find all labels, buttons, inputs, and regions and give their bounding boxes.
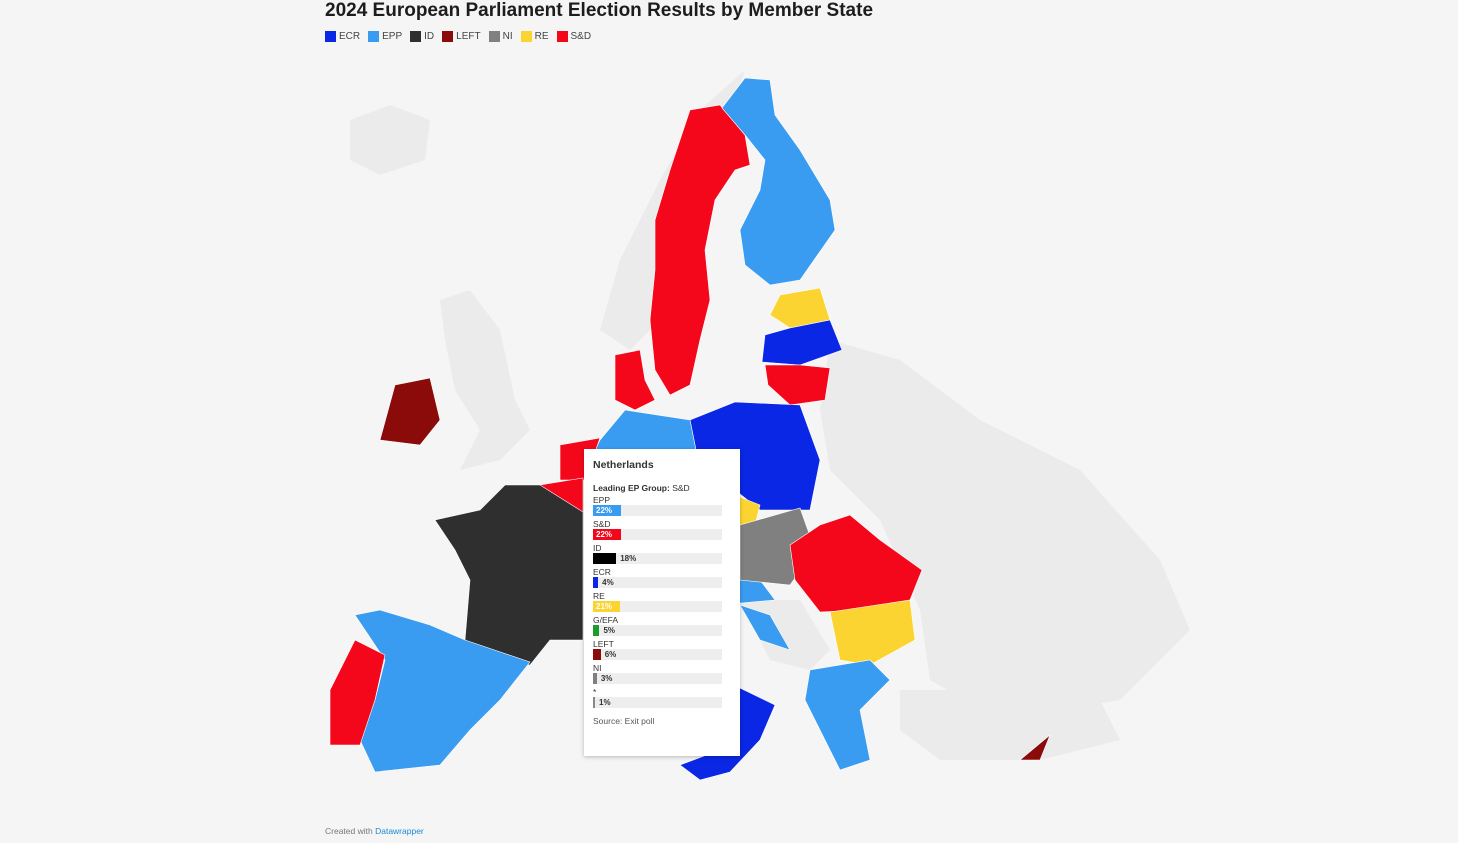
tooltip: Netherlands Leading EP Group: S&D EPP 22%… [584, 449, 740, 756]
lead-value: S&D [672, 483, 690, 493]
legend-item-left: LEFT [442, 31, 481, 42]
bar-value: 6% [604, 650, 617, 659]
bar-track: 6% [593, 649, 722, 660]
land-turkey [900, 690, 1120, 760]
row-label: G/EFA [593, 615, 619, 625]
country-france[interactable] [434, 484, 584, 666]
legend-swatch [488, 31, 500, 42]
bar-fill [593, 577, 599, 588]
bar-fill [593, 649, 601, 660]
bar-value: 21% [596, 602, 613, 611]
chart-title: 2024 European Parliament Election Result… [325, 0, 874, 21]
country-greece[interactable] [804, 659, 891, 771]
bar-value: 22% [596, 506, 613, 515]
legend-item-re: RE [520, 31, 549, 42]
bar-track: 21% [593, 601, 722, 612]
land-uk [440, 290, 530, 470]
legend-swatch [325, 31, 336, 42]
tooltip-row: * 1% [593, 687, 731, 708]
land-iceland [350, 105, 430, 175]
legend-label: S&D [570, 31, 592, 42]
footer: Created with Datawrapper [325, 826, 424, 836]
tooltip-row: LEFT 6% [593, 639, 731, 660]
bar-track: 1% [593, 697, 722, 708]
legend: ECR EPP ID LEFT NI RE S&D [325, 31, 591, 42]
bar-fill [593, 553, 617, 564]
legend-item-id: ID [410, 31, 434, 42]
bar-track: 22% [593, 529, 722, 540]
row-label: NI [593, 663, 602, 673]
bar-fill [593, 673, 597, 684]
row-label: ECR [593, 567, 611, 577]
bar-value: 4% [602, 578, 614, 587]
country-bulgaria[interactable] [829, 599, 916, 666]
non-eu-land [350, 70, 1190, 760]
legend-label: RE [534, 31, 549, 42]
tooltip-row: G/EFA 5% [593, 615, 731, 636]
legend-swatch [556, 31, 568, 42]
land-east [820, 340, 1190, 720]
bar-value: 3% [600, 674, 613, 683]
country-finland[interactable] [721, 77, 836, 286]
country-latvia[interactable] [761, 319, 843, 366]
bar-fill [593, 697, 595, 708]
legend-swatch [368, 31, 380, 42]
bar-value: 22% [596, 530, 613, 539]
row-label: EPP [593, 495, 611, 505]
tooltip-country: Netherlands [593, 459, 654, 471]
country-denmark[interactable] [614, 349, 656, 411]
bar-track: 4% [593, 577, 722, 588]
tooltip-bars: EPP 22% S&D 22% ID 18% ECR 4% RE 21% G/EFA 5% LEFT 6%… [593, 495, 731, 708]
legend-label: ECR [339, 31, 361, 42]
legend-swatch [520, 31, 532, 42]
country-lithuania[interactable] [764, 364, 831, 406]
legend-label: EPP [382, 31, 403, 42]
bar-value: 18% [620, 554, 637, 563]
country-sweden[interactable] [649, 104, 751, 396]
lead-label: Leading EP Group: [593, 483, 670, 493]
legend-swatch [410, 31, 422, 42]
row-label: RE [593, 591, 605, 601]
row-label: * [593, 687, 597, 697]
country-portugal[interactable] [329, 639, 386, 746]
tooltip-row: NI 3% [593, 663, 731, 684]
tooltip-row: S&D 22% [593, 519, 731, 540]
tooltip-row: ECR 4% [593, 567, 731, 588]
country-romania[interactable] [789, 514, 923, 613]
bar-track: 18% [593, 553, 722, 564]
legend-label: ID [424, 31, 435, 42]
country-cyprus[interactable] [1019, 734, 1051, 761]
legend-item-ni: NI [488, 31, 513, 42]
bar-track: 5% [593, 625, 722, 636]
legend-label: LEFT [456, 31, 481, 42]
country-croatia[interactable] [739, 604, 791, 651]
tooltip-row: EPP 22% [593, 495, 731, 516]
country-ireland[interactable] [379, 377, 441, 446]
bar-fill [593, 505, 622, 516]
legend-item-sandd: S&D [556, 31, 592, 42]
legend-item-ecr: ECR [325, 31, 360, 42]
row-label: S&D [593, 519, 611, 529]
bar-fill [593, 601, 621, 612]
row-label: ID [593, 543, 602, 553]
bar-value: 1% [599, 698, 611, 707]
bar-fill [593, 529, 622, 540]
legend-swatch [442, 31, 454, 42]
tooltip-row: RE 21% [593, 591, 731, 612]
tooltip-leading-group: Leading EP Group: S&D [593, 483, 731, 493]
bar-track: 3% [593, 673, 722, 684]
footer-prefix: Created with [325, 826, 373, 836]
legend-label: NI [502, 31, 513, 42]
bar-track: 22% [593, 505, 722, 516]
bar-value: 5% [603, 626, 615, 635]
row-label: LEFT [593, 639, 614, 649]
tooltip-row: ID 18% [593, 543, 731, 564]
datawrapper-link[interactable]: Datawrapper [375, 826, 424, 836]
legend-item-epp: EPP [368, 31, 402, 42]
bar-fill [593, 625, 600, 636]
tooltip-source: Source: Exit poll [593, 716, 655, 726]
